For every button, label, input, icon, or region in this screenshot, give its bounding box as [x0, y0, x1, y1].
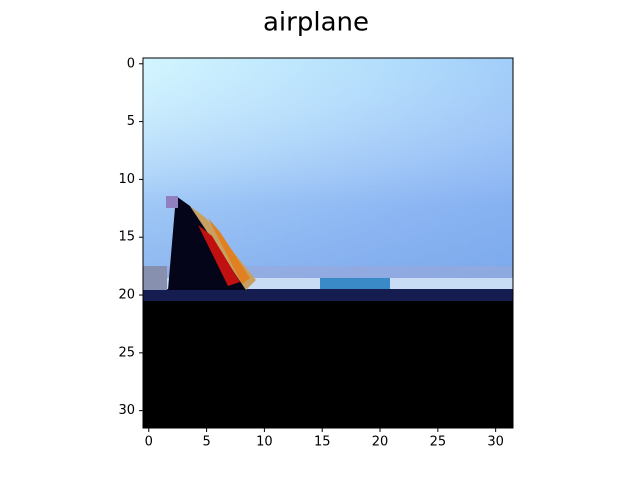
y-tick-label: 30 — [118, 403, 135, 418]
chart-title: airplane — [263, 8, 369, 38]
x-tick-label: 10 — [256, 435, 273, 450]
x-tick-label: 15 — [314, 435, 331, 450]
x-tick-label: 0 — [145, 435, 153, 450]
y-tick-label: 20 — [118, 288, 135, 303]
x-tick-label: 30 — [487, 435, 504, 450]
image — [143, 58, 513, 428]
x-tick-label: 25 — [430, 435, 447, 450]
x-tick-label: 5 — [202, 435, 210, 450]
y-tick-label: 5 — [127, 114, 135, 129]
y-tick-label: 0 — [127, 56, 135, 71]
y-tick-label: 25 — [118, 345, 135, 360]
y-tick-label: 10 — [118, 172, 135, 187]
x-tick-label: 20 — [372, 435, 389, 450]
axes-frame — [142, 57, 514, 429]
y-tick-label: 15 — [118, 230, 135, 245]
